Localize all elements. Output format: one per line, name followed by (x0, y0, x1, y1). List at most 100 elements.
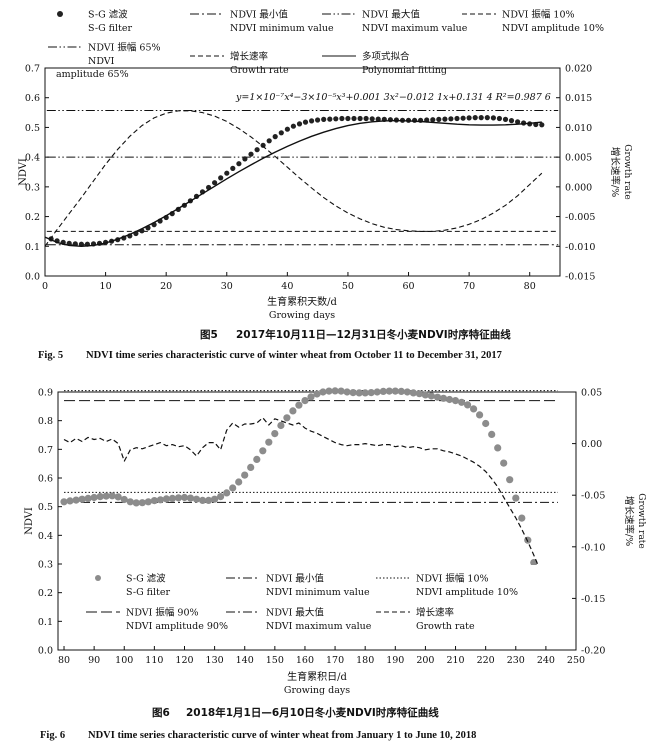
sg-filter-point (60, 498, 68, 506)
sg-filter-point (254, 147, 260, 153)
sg-filter-point (120, 495, 128, 504)
sg-filter-point (391, 387, 399, 395)
fig6-caption-cn: 2018年1月1日—6月10日冬小麦NDVI时序特征曲线 (186, 706, 439, 719)
y-left-tick-label: 0.3 (38, 560, 53, 571)
sg-filter-point (248, 151, 254, 157)
sg-filter-point (271, 430, 279, 438)
sg-filter-point (458, 398, 466, 406)
sg-filter-point (283, 414, 291, 422)
sg-filter-point (451, 397, 460, 405)
sg-filter-point (301, 397, 309, 405)
y-left-tick-label: 0.2 (38, 588, 53, 599)
legend-label-cn: NDVI 振幅 65% (88, 42, 161, 54)
sg-filter-point (333, 116, 339, 122)
sg-filter-point (199, 496, 207, 504)
ylabel-left-fig6: NDVI (24, 507, 35, 535)
sg-filter-point (415, 390, 423, 398)
sg-filter-point (476, 411, 484, 419)
hlines-fig6 (64, 390, 558, 503)
y-left-tick-label: 0.3 (25, 182, 40, 193)
sg-filter-point (132, 499, 140, 507)
plot-frame-fig5 (44, 67, 561, 277)
sg-filter-point (313, 390, 321, 398)
axes-fig5: 0 10 20 30 40 50 60 70 80 0.0 0.1 0.2 0.3 0.4 0.5 0.6 0.… (25, 64, 596, 293)
sg-filter-point (439, 394, 448, 402)
sg-filter-point (325, 387, 333, 395)
fig5-label: 图5 (200, 329, 218, 341)
legend-fig6: S-G 滤波 S-G filter NDVI 最小值 NDVI minimum val… (86, 573, 518, 632)
sg-filter-point (84, 494, 92, 502)
x-tick-label: 40 (281, 281, 293, 292)
sg-filter-point (253, 455, 261, 463)
x-tick-label: 170 (326, 655, 344, 666)
series-fig5 (44, 110, 545, 247)
sg-filter-point (66, 497, 74, 505)
sg-filter-point (218, 175, 224, 181)
sg-filter-point (138, 499, 146, 507)
sg-filter-point (266, 138, 272, 144)
legend-label-cn: NDVI 振幅 10% (416, 573, 489, 585)
x-tick-label: 110 (145, 655, 163, 666)
sg-filter-point (247, 463, 255, 471)
x-tick-label: 160 (296, 655, 314, 666)
sg-filter-point (466, 115, 472, 121)
x-tick-label: 190 (386, 655, 404, 666)
sg-filter-point (361, 389, 369, 397)
y-left-tick-label: 0.9 (38, 388, 53, 399)
legend-label-cn: NDVI 最大值 (266, 607, 324, 619)
y-left-tick-label: 0.5 (38, 502, 53, 513)
sg-filter-point (345, 115, 351, 122)
sg-filter-point (502, 116, 509, 122)
sg-filter-point (272, 134, 278, 140)
sg-filter-point (472, 115, 478, 121)
legend-label-cn: S-G 滤波 (126, 573, 166, 585)
x-tick-label: 240 (537, 655, 555, 666)
legend-label-cn: NDVI 振幅 90% (126, 607, 199, 619)
sg-filter-point (488, 430, 496, 438)
sg-filter-point (241, 471, 249, 479)
legend-fig5: S-G 滤波 S-G filter NDVI 最小值 NDVI minimum val… (48, 9, 604, 80)
sg-filter-point (385, 387, 393, 395)
x-tick-label: 30 (221, 281, 233, 292)
sg-filter-point (277, 421, 285, 430)
y-left-tick-label: 0.6 (25, 93, 40, 104)
sg-filter-point (212, 180, 218, 186)
sg-filter-point (223, 489, 231, 497)
sg-filter-point (375, 116, 381, 122)
y-right-tick-label: 0.005 (565, 153, 592, 164)
sg-filter-point (421, 391, 429, 399)
sg-filter-point (430, 117, 436, 123)
xlabel-cn-fig5: 生育累积天数/d (267, 295, 337, 308)
sg-filter-point (295, 401, 303, 409)
fig5-caption-cn: 2017年10月11日—12月31日冬小麦NDVI时序特征曲线 (236, 328, 511, 341)
x-tick-label: 80 (58, 655, 70, 666)
sg-filter-point (454, 115, 460, 122)
legend-label-cn: NDVI 最小值 (266, 573, 324, 585)
legend-label-en: Growth rate (416, 621, 475, 632)
x-tick-label: 10 (100, 281, 112, 292)
sg-filter-point (205, 496, 213, 504)
y-left-tick-label: 0.4 (25, 153, 40, 164)
legend-label-en: NDVI amplitude 90% (126, 621, 228, 632)
chart-fig5: S-G 滤波 S-G filter NDVI 最小值 NDVI minimum val… (18, 9, 632, 362)
legend-label-en: S-G filter (126, 587, 170, 598)
legend-label-cn: NDVI 最大值 (362, 9, 420, 21)
sg-filter-point (367, 389, 375, 397)
sg-filter-point (506, 476, 514, 484)
sg-filter-point (409, 389, 417, 397)
sg-filter-point (114, 493, 122, 501)
sg-filter-point (307, 393, 315, 401)
sg-filter-point (448, 116, 454, 122)
sg-filter-point (518, 514, 526, 522)
y-left-tick-label: 0.1 (38, 617, 53, 628)
sg-filter-point (90, 493, 98, 502)
xlabel-en-fig5: Growing days (269, 310, 335, 321)
x-tick-label: 180 (356, 655, 374, 666)
x-tick-label: 210 (446, 655, 464, 666)
x-tick-label: 220 (477, 655, 495, 666)
x-tick-label: 250 (567, 655, 585, 666)
sg-filter-point (363, 115, 369, 122)
sg-filter-point (309, 118, 315, 124)
x-tick-label: 90 (88, 655, 100, 666)
sg-filter-point (289, 407, 297, 415)
